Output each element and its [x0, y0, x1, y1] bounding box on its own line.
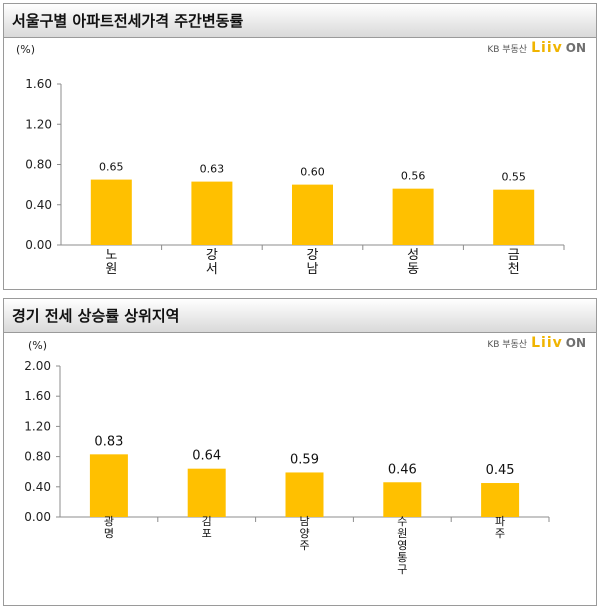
y-tick-label: 0.80 [25, 158, 52, 172]
category-label-char: 강 [307, 248, 319, 263]
y-unit-label: (%) [16, 43, 36, 56]
logo-liiv-text: Liiv [531, 40, 563, 56]
logo-on-text: ON [565, 336, 586, 350]
y-tick-label: 0.00 [24, 510, 51, 524]
bar [191, 181, 233, 245]
category-label-char: 원 [105, 262, 117, 277]
y-unit-label: (%) [28, 339, 48, 352]
bar [90, 179, 132, 245]
chart-title: 경기 전세 상승률 상위지역 [12, 307, 180, 325]
category-label-char: 주 [495, 527, 505, 540]
data-label: 0.60 [300, 166, 325, 179]
category-label-char: 천 [508, 262, 520, 277]
category-label-char: 구 [397, 563, 407, 576]
data-label: 0.59 [290, 452, 319, 467]
category-label-char: 주 [299, 539, 309, 552]
y-tick-label: 0.80 [24, 450, 51, 464]
category-label-char: 통 [397, 551, 407, 564]
bar [481, 483, 520, 517]
data-label: 0.63 [200, 163, 225, 176]
chart-panel-gyeonggi: 경기 전세 상승률 상위지역 (%) KB 부동산 Liiv ON 0.00 0.… [3, 298, 597, 606]
bar [392, 188, 434, 245]
category-label-char: 남 [299, 515, 309, 528]
logo-liiv-text: Liiv [531, 335, 563, 351]
bar-chart-gyeonggi: 0.00 0.40 0.80 1.20 1.60 2.00 0.83 광 명 0.64 김 포 0.59… [24, 359, 550, 576]
kb-liiv-on-logo: KB 부동산 Liiv ON [487, 40, 586, 56]
category-label-char: 성 [407, 248, 419, 263]
y-tick-label: 1.60 [24, 389, 51, 403]
bar-chart-seoul: 0.000.400.801.201.600.65노 원0.63강 서0.60강 남0.… [25, 77, 565, 277]
y-tick-label: 0.00 [25, 238, 52, 252]
chart-title: 서울구별 아파트전세가격 주간변동률 [12, 12, 244, 30]
category-label-char: 포 [202, 527, 212, 540]
bar [493, 189, 535, 245]
category-label-char: 원 [397, 527, 407, 540]
logo-kb-text: KB 부동산 [487, 44, 528, 55]
kb-liiv-on-logo: KB 부동산 Liiv ON [487, 335, 586, 351]
logo-on-text: ON [565, 41, 586, 55]
data-label: 0.46 [388, 462, 417, 477]
panel-header: 서울구별 아파트전세가격 주간변동률 [4, 4, 596, 38]
category-label-char: 명 [104, 527, 114, 540]
category-label-char: 양 [299, 527, 309, 540]
panel-header: 경기 전세 상승률 상위지역 [4, 299, 596, 333]
bar [292, 184, 333, 245]
bar [285, 472, 324, 517]
category-label-char: 영 [397, 539, 407, 552]
category-label-char: 남 [307, 262, 319, 277]
y-tick-label: 2.00 [24, 359, 51, 373]
category-label-char: 강 [206, 248, 218, 263]
data-label: 0.45 [486, 463, 515, 478]
category-label-char: 노 [105, 248, 117, 263]
bar [89, 454, 128, 517]
bar [187, 468, 226, 517]
data-label: 0.56 [401, 170, 426, 183]
category-label-char: 김 [202, 515, 212, 528]
y-tick-label: 1.20 [24, 419, 51, 433]
category-label-char: 광 [104, 515, 114, 528]
y-tick-label: 1.60 [25, 77, 52, 91]
data-label: 0.83 [94, 434, 123, 449]
category-label-char: 동 [407, 262, 419, 277]
data-label: 0.65 [99, 161, 124, 174]
y-tick-label: 0.40 [25, 198, 52, 212]
bar [383, 482, 422, 517]
category-label-char: 수 [397, 515, 407, 528]
chart-panel-seoul: 서울구별 아파트전세가격 주간변동률 (%) KB 부동산 Liiv ON 0.… [3, 3, 597, 290]
logo-kb-text: KB 부동산 [487, 339, 528, 350]
data-label: 0.55 [501, 171, 526, 184]
category-label-char: 서 [206, 262, 218, 277]
data-label: 0.64 [192, 449, 221, 464]
category-label-char: 금 [508, 248, 520, 263]
y-tick-label: 0.40 [24, 480, 51, 494]
y-tick-label: 1.20 [25, 117, 52, 131]
category-label-char: 파 [495, 515, 505, 528]
